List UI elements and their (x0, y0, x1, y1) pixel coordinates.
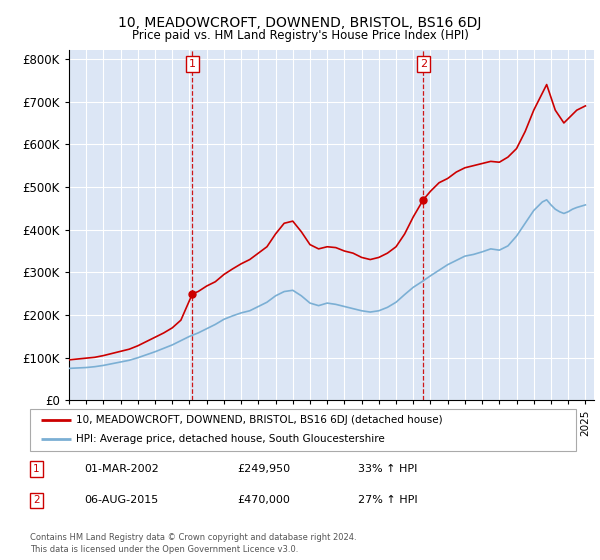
Text: HPI: Average price, detached house, South Gloucestershire: HPI: Average price, detached house, Sout… (76, 435, 385, 445)
Text: Contains HM Land Registry data © Crown copyright and database right 2024.
This d: Contains HM Land Registry data © Crown c… (30, 533, 356, 554)
Text: 1: 1 (33, 464, 40, 474)
Text: 2: 2 (419, 59, 427, 69)
Text: 27% ↑ HPI: 27% ↑ HPI (358, 496, 417, 506)
Text: 01-MAR-2002: 01-MAR-2002 (85, 464, 160, 474)
Text: £249,950: £249,950 (238, 464, 290, 474)
Text: 2: 2 (33, 496, 40, 506)
Text: Price paid vs. HM Land Registry's House Price Index (HPI): Price paid vs. HM Land Registry's House … (131, 29, 469, 42)
Text: 1: 1 (189, 59, 196, 69)
FancyBboxPatch shape (30, 409, 576, 451)
Text: 10, MEADOWCROFT, DOWNEND, BRISTOL, BS16 6DJ: 10, MEADOWCROFT, DOWNEND, BRISTOL, BS16 … (118, 16, 482, 30)
Text: 06-AUG-2015: 06-AUG-2015 (85, 496, 159, 506)
Text: 10, MEADOWCROFT, DOWNEND, BRISTOL, BS16 6DJ (detached house): 10, MEADOWCROFT, DOWNEND, BRISTOL, BS16 … (76, 415, 443, 425)
Text: £470,000: £470,000 (238, 496, 290, 506)
Text: 33% ↑ HPI: 33% ↑ HPI (358, 464, 417, 474)
